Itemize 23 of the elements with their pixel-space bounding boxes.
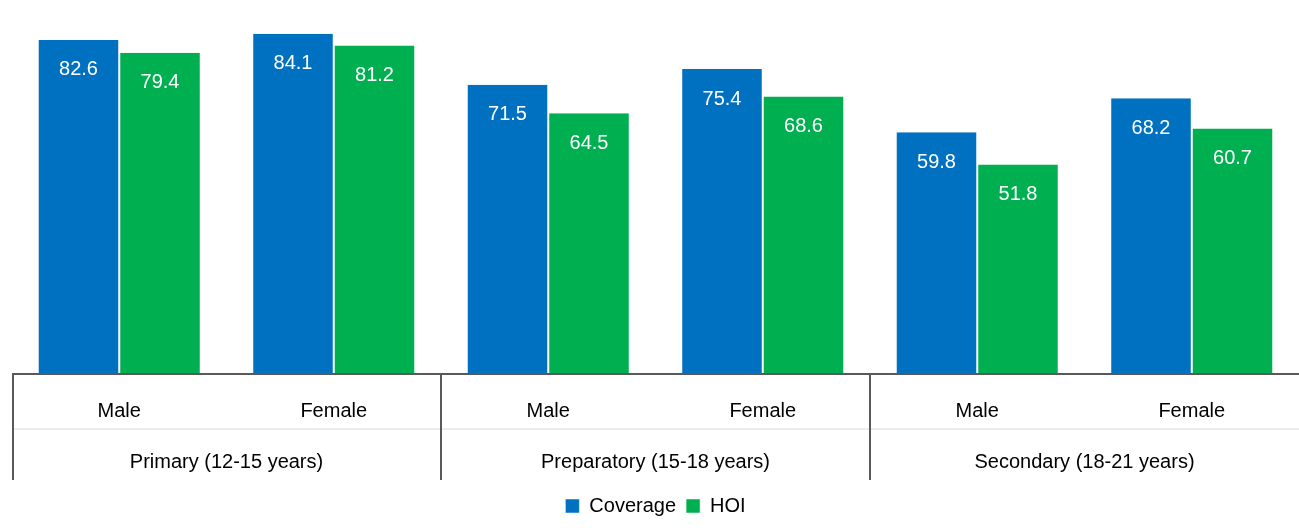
data-label: 68.6 [784,114,823,137]
data-label: 60.7 [1213,146,1252,169]
data-label: 81.2 [355,63,394,86]
x-tick-label: Female [1158,398,1226,421]
legend-label: Coverage [589,493,677,516]
text: Secondary (18-21 years) [974,449,1195,472]
data-label: 84.1 [273,51,313,74]
text: Preparatory (15-18 years) [541,449,770,472]
data-label: 68.2 [1131,115,1171,138]
x-tick-label: Female [300,398,368,421]
data-label: 79.4 [140,70,180,93]
x-tick-label: Male [955,398,999,421]
text: Primary (12-15 years) [129,449,324,472]
data-label: 82.6 [59,57,98,80]
x-tick-label: Male [526,398,570,421]
legend-label: HOI [710,493,746,516]
data-label: 64.5 [569,130,609,153]
data-label: 51.8 [998,182,1038,205]
data-label: 59.8 [917,149,956,172]
x-tick-label: Male [97,398,141,421]
data-label: 75.4 [702,86,742,109]
data-label: 71.5 [488,102,527,125]
x-tick-label: Female [729,398,797,421]
